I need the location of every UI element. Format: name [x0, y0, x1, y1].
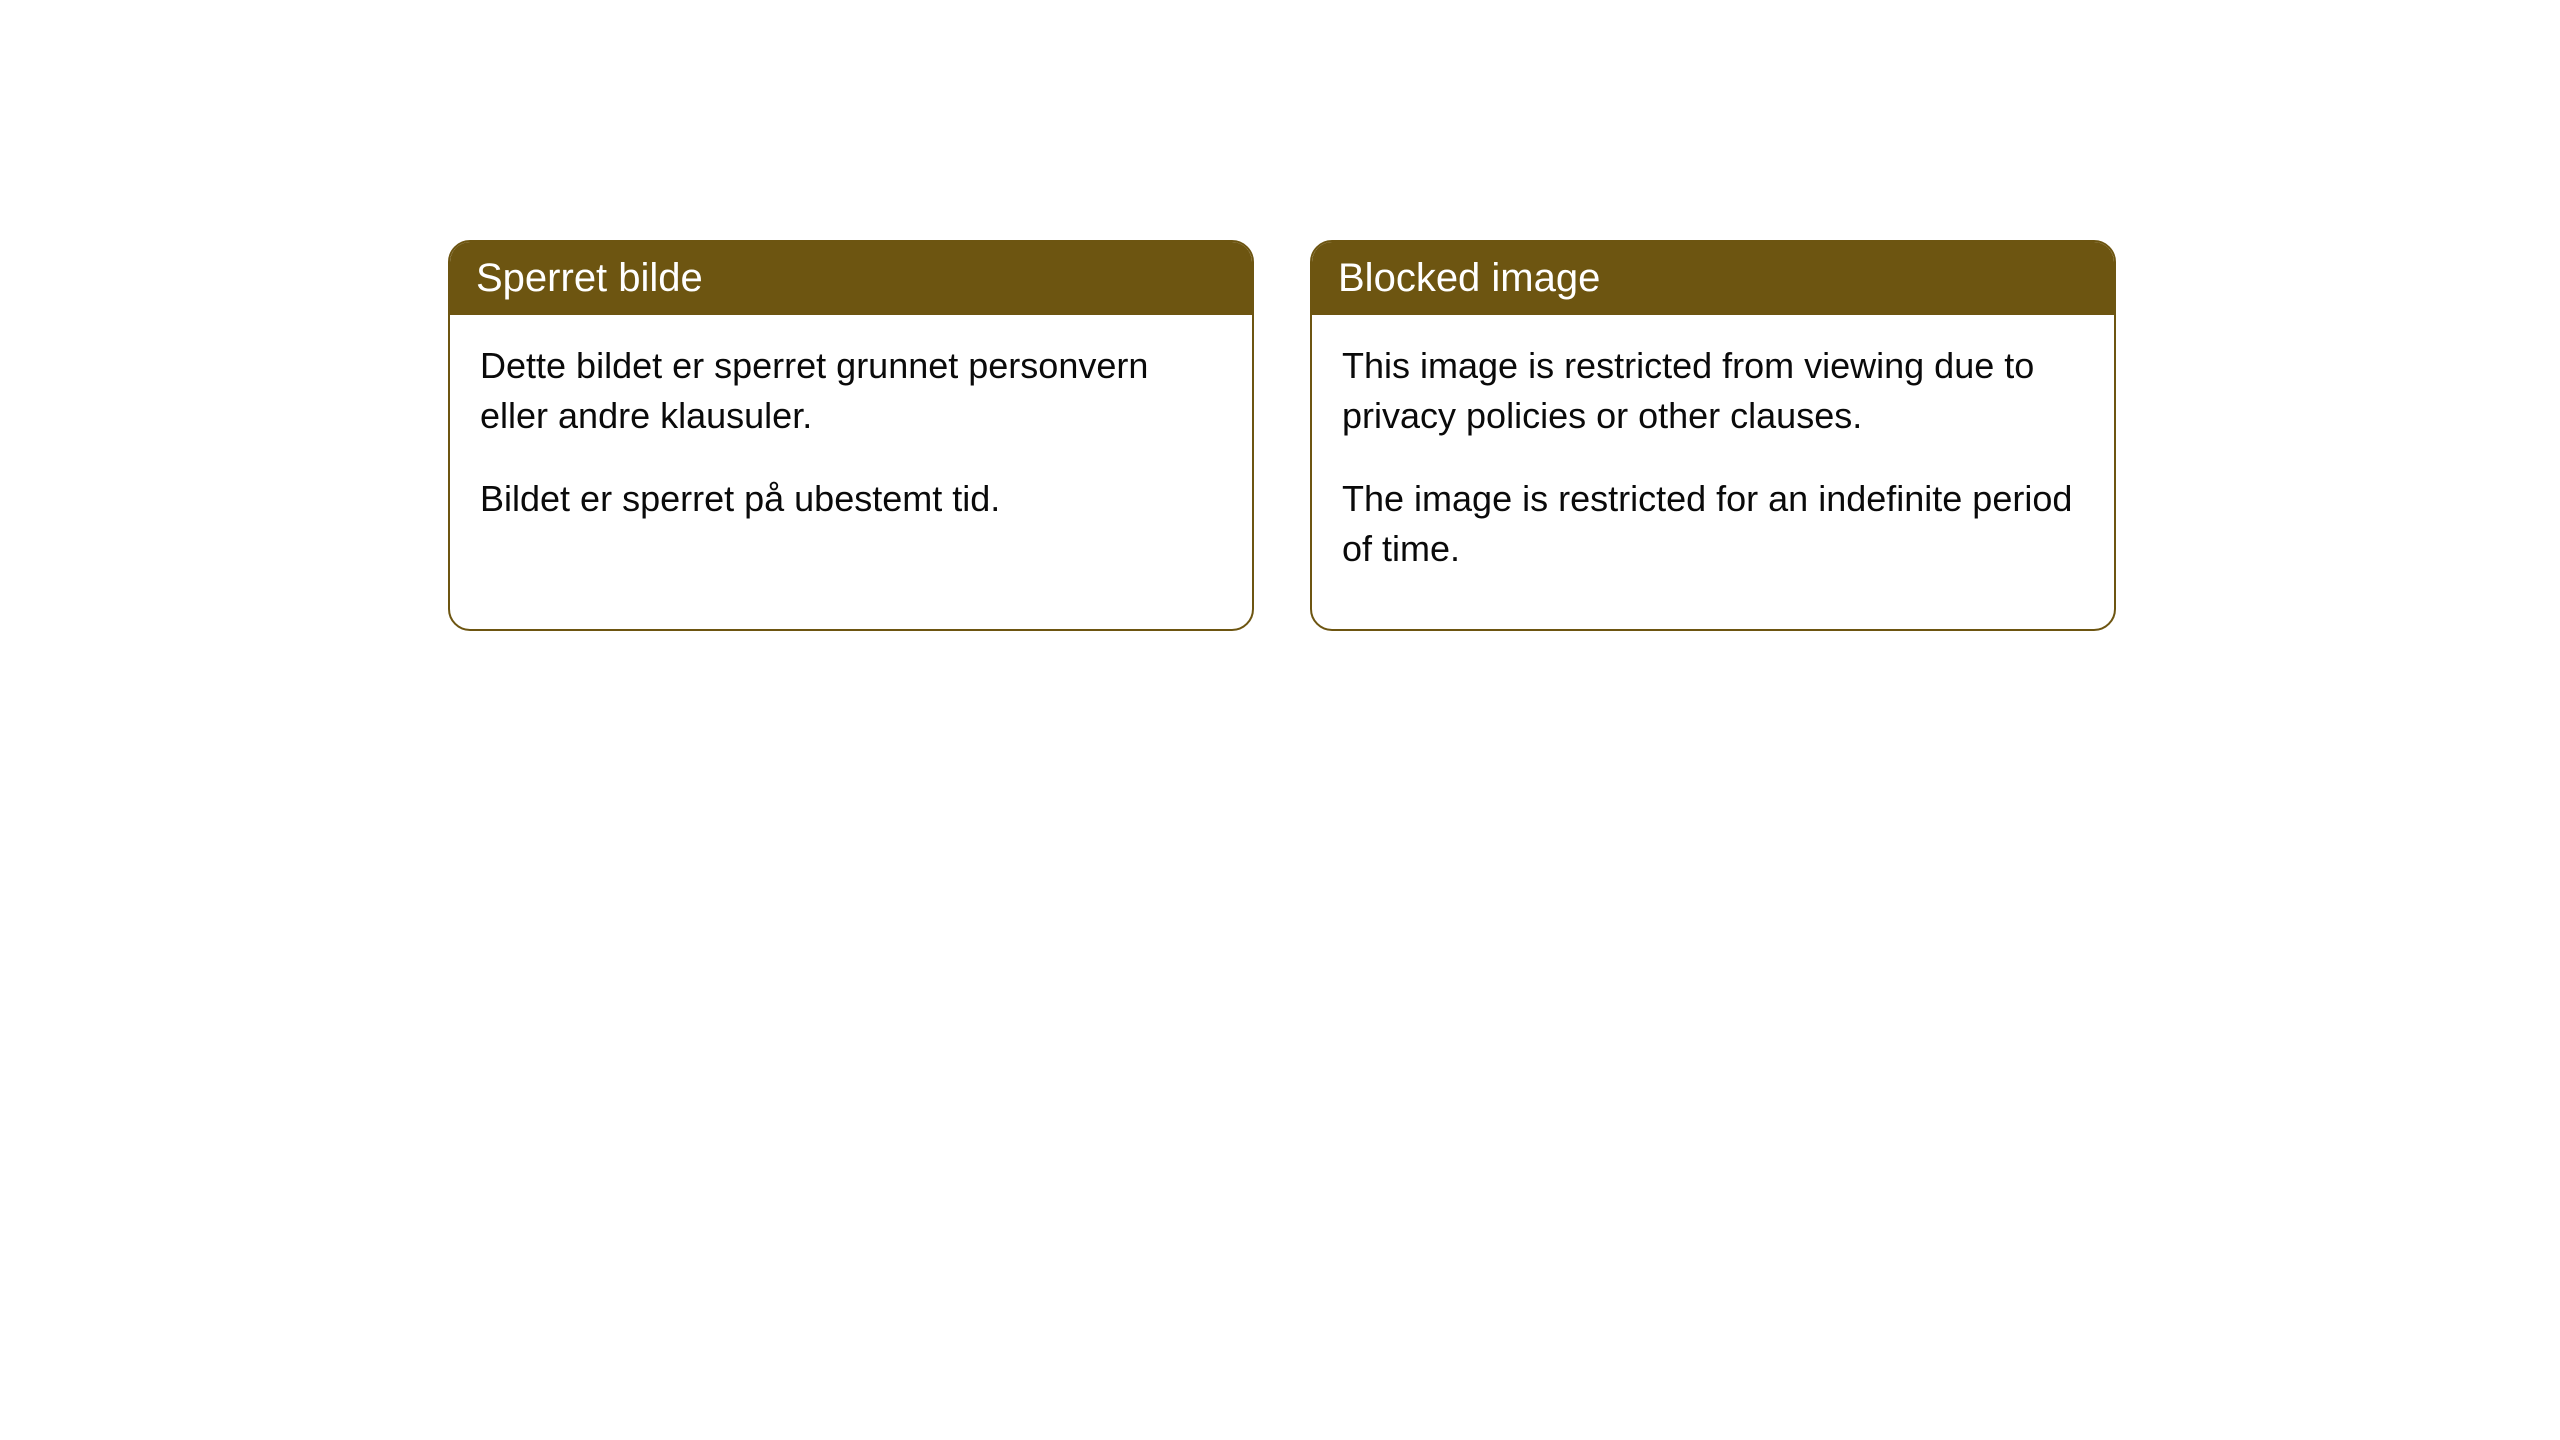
- card-body: Dette bildet er sperret grunnet personve…: [450, 315, 1252, 578]
- blocked-image-notice-norwegian: Sperret bilde Dette bildet er sperret gr…: [448, 240, 1254, 631]
- notice-paragraph: Bildet er sperret på ubestemt tid.: [480, 474, 1222, 524]
- card-title: Sperret bilde: [476, 256, 703, 300]
- notice-paragraph: This image is restricted from viewing du…: [1342, 341, 2084, 442]
- card-title: Blocked image: [1338, 256, 1600, 300]
- card-header: Sperret bilde: [450, 242, 1252, 315]
- blocked-image-notice-english: Blocked image This image is restricted f…: [1310, 240, 2116, 631]
- card-body: This image is restricted from viewing du…: [1312, 315, 2114, 629]
- notice-container: Sperret bilde Dette bildet er sperret gr…: [0, 0, 2560, 631]
- notice-paragraph: Dette bildet er sperret grunnet personve…: [480, 341, 1222, 442]
- card-header: Blocked image: [1312, 242, 2114, 315]
- notice-paragraph: The image is restricted for an indefinit…: [1342, 474, 2084, 575]
